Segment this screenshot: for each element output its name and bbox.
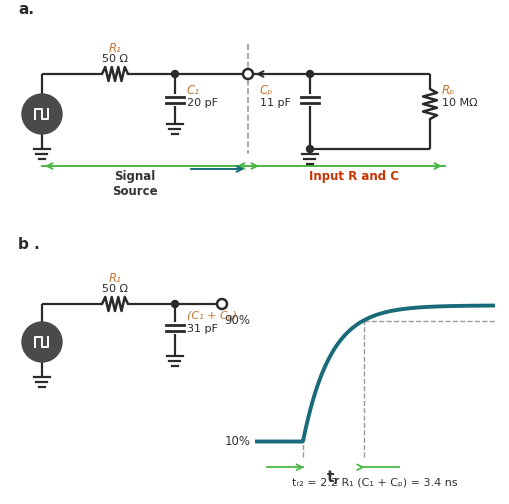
Text: 50 Ω: 50 Ω [102, 54, 128, 64]
Text: 11 pF: 11 pF [260, 98, 290, 108]
Text: Signal
Source: Signal Source [112, 170, 157, 198]
Text: tᵣ₂ = 2.2 R₁ (C₁ + Cₚ) = 3.4 ns: tᵣ₂ = 2.2 R₁ (C₁ + Cₚ) = 3.4 ns [292, 477, 457, 487]
Text: Rₚ: Rₚ [441, 84, 454, 97]
Circle shape [242, 69, 252, 79]
Text: 10%: 10% [224, 435, 250, 448]
Text: Input R and C: Input R and C [308, 170, 398, 183]
Text: a.: a. [18, 2, 34, 17]
Circle shape [22, 94, 62, 134]
Text: $\mathbf{t_r}$: $\mathbf{t_r}$ [325, 469, 340, 487]
Circle shape [171, 71, 178, 78]
Text: 10 MΩ: 10 MΩ [441, 98, 477, 108]
Circle shape [171, 300, 178, 307]
Circle shape [306, 71, 313, 78]
Text: 50 Ω: 50 Ω [102, 284, 128, 294]
Text: C₁: C₁ [187, 84, 200, 97]
Text: R₁: R₁ [108, 272, 121, 285]
Text: 20 pF: 20 pF [187, 98, 217, 108]
Text: (C₁ + Cₚ): (C₁ + Cₚ) [187, 310, 236, 320]
Circle shape [216, 299, 227, 309]
Circle shape [306, 146, 313, 153]
Text: 90%: 90% [224, 314, 250, 327]
Text: b .: b . [18, 237, 40, 252]
Text: R₁: R₁ [108, 42, 121, 55]
Text: 31 pF: 31 pF [187, 324, 217, 334]
Text: Cₚ: Cₚ [260, 84, 273, 97]
Circle shape [22, 322, 62, 362]
